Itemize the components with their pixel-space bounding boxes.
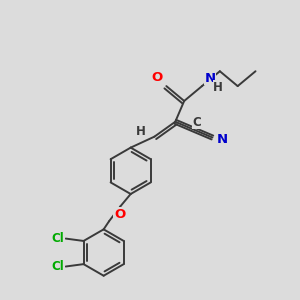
Text: H: H <box>136 125 146 138</box>
Text: N: N <box>204 72 215 85</box>
Text: Cl: Cl <box>52 260 64 273</box>
Text: H: H <box>213 81 223 94</box>
Text: O: O <box>152 71 163 84</box>
Text: O: O <box>114 208 125 221</box>
Text: N: N <box>217 133 228 146</box>
Text: Cl: Cl <box>52 232 64 245</box>
Text: C: C <box>192 116 201 129</box>
